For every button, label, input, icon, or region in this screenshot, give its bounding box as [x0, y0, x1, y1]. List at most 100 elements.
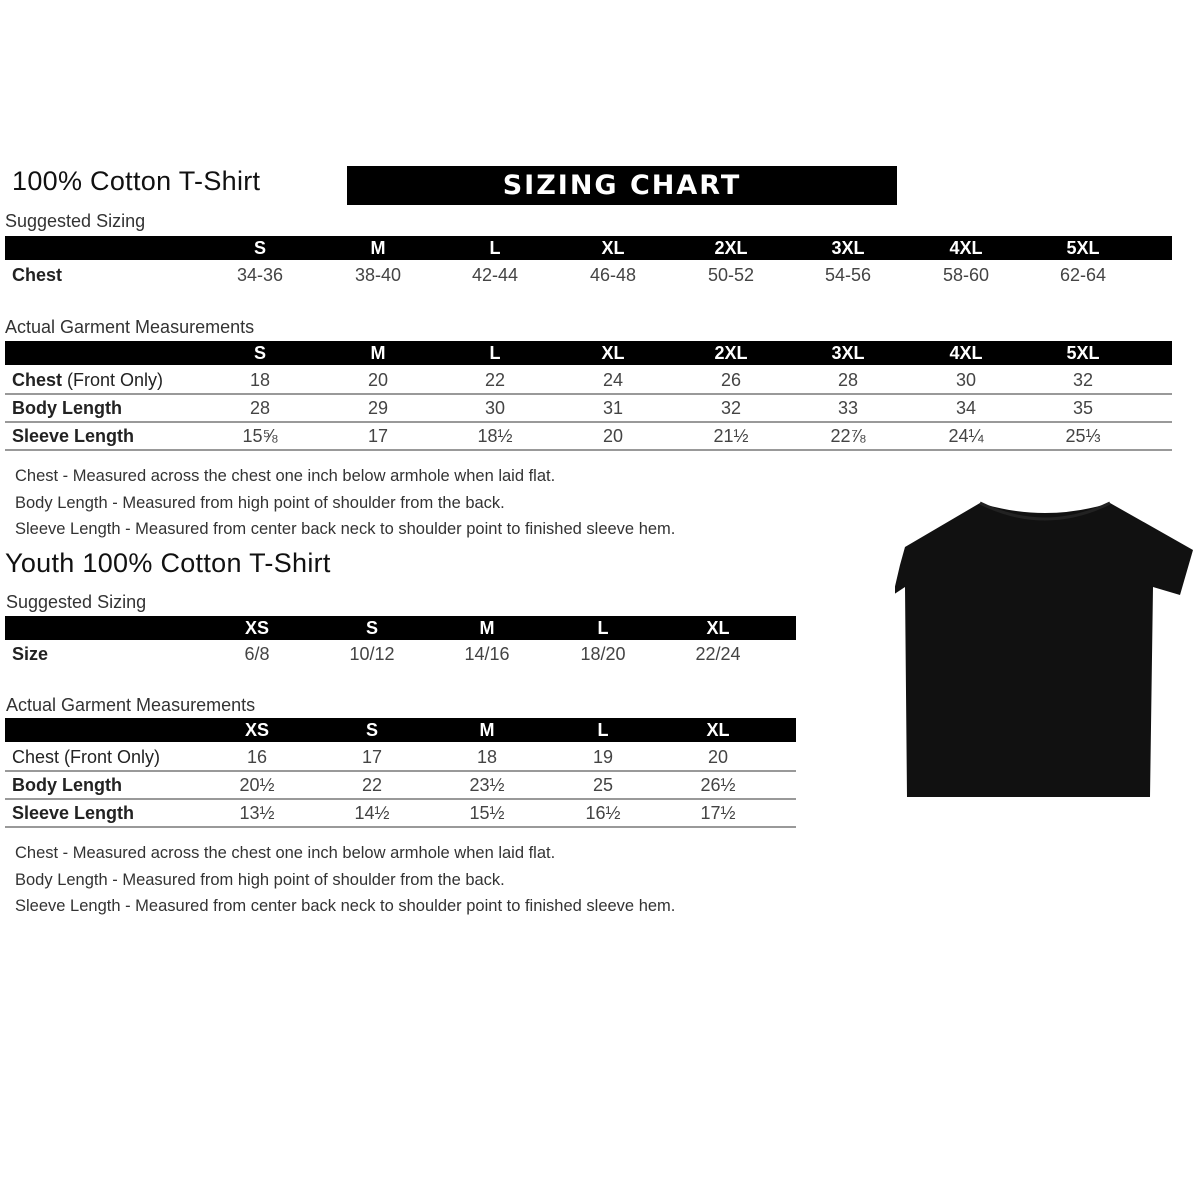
- size-header-cell: L: [597, 720, 609, 740]
- table-cell: 6/8: [244, 644, 270, 664]
- row-label: Chest (Front Only): [12, 366, 163, 394]
- table-row: Size 6/8 10/12 14/16 18/20 22/24: [0, 640, 796, 668]
- row-label-text: Chest (Front Only): [12, 747, 161, 767]
- table-cell: 24: [602, 370, 624, 390]
- size-header-cell: 4XL: [949, 343, 983, 363]
- size-header-cell: XS: [244, 720, 269, 740]
- measurement-note: Chest - Measured across the chest one in…: [15, 844, 556, 862]
- table-cell: 32: [1072, 370, 1094, 390]
- size-header-cell: 3XL: [831, 238, 865, 258]
- row-divider: [5, 826, 796, 828]
- table-cell: 16½: [585, 803, 621, 823]
- size-header-cell: 3XL: [831, 343, 865, 363]
- youth-title: Youth 100% Cotton T-Shirt: [5, 548, 331, 578]
- table-cell: 18: [249, 370, 271, 390]
- table-cell: 28: [837, 370, 859, 390]
- size-header-cell: M: [370, 238, 386, 258]
- adult-title: 100% Cotton T-Shirt: [12, 166, 261, 196]
- table-cell: 17: [367, 426, 389, 446]
- table-cell: 33: [837, 398, 859, 418]
- measurement-note: Sleeve Length - Measured from center bac…: [15, 897, 676, 915]
- size-header-cell: L: [597, 618, 609, 638]
- size-header-cell: XL: [706, 720, 730, 740]
- table-cell: 19: [592, 747, 614, 767]
- table-cell: 22⅞: [830, 426, 866, 446]
- size-header-cell: S: [365, 720, 378, 740]
- size-header-cell: M: [479, 618, 495, 638]
- size-header-cell: XL: [601, 238, 625, 258]
- table-cell: 42-44: [471, 265, 519, 285]
- row-divider: [5, 449, 1172, 451]
- size-header-cell: XL: [706, 618, 730, 638]
- size-header-cell: S: [253, 343, 266, 363]
- measurement-note: Chest - Measured across the chest one in…: [15, 467, 556, 485]
- row-label: Chest: [12, 261, 62, 289]
- table-row: Chest (Front Only) 18 20 22 24 26 28 30 32: [0, 366, 1172, 394]
- measurement-note: Body Length - Measured from high point o…: [15, 870, 505, 889]
- table-cell: 20½: [239, 775, 275, 795]
- row-label: Sleeve Length: [12, 799, 134, 827]
- table-cell: 25: [592, 775, 614, 795]
- table-cell: 22/24: [695, 644, 741, 664]
- size-header-cell: 4XL: [949, 238, 983, 258]
- measurement-note: Sleeve Length - Measured from center bac…: [15, 520, 676, 538]
- size-header-cell: M: [479, 720, 495, 740]
- row-label-text: Body Length: [12, 398, 122, 418]
- table-cell: 14½: [354, 803, 390, 823]
- table-cell: 26: [720, 370, 742, 390]
- size-header-cell: M: [370, 343, 386, 363]
- table-cell: 18/20: [580, 644, 626, 664]
- table-cell: 26½: [700, 775, 736, 795]
- sizing-chart-banner: SIZING CHART: [347, 166, 897, 205]
- row-label-text: Body Length: [12, 775, 122, 795]
- table-cell: 13½: [239, 803, 275, 823]
- row-label: Chest (Front Only): [12, 743, 160, 771]
- table-cell: 15½: [469, 803, 505, 823]
- adult-actual-label: Actual Garment Measurements: [5, 317, 255, 337]
- row-label-sub: (Front Only): [62, 370, 164, 390]
- table-cell: 38-40: [354, 265, 402, 285]
- table-cell: 46-48: [589, 265, 637, 285]
- table-row: Sleeve Length 15⅝ 17 18½ 20 21½ 22⅞ 24¼ 25⅓: [0, 422, 1172, 450]
- size-header-cell: L: [489, 238, 501, 258]
- table-cell: 31: [602, 398, 624, 418]
- table-row: Body Length 20½ 22 23½ 25 26½: [0, 771, 796, 799]
- row-label-text: Sleeve Length: [12, 803, 135, 823]
- table-cell: 18: [476, 747, 498, 767]
- table-cell: 18½: [477, 426, 513, 446]
- size-header-cell: 2XL: [714, 238, 748, 258]
- table-cell: 34-36: [236, 265, 284, 285]
- row-label: Body Length: [12, 771, 122, 799]
- row-label-text: Chest: [12, 370, 63, 390]
- size-header-row: S M L XL 2XL 3XL 4XL 5XL: [5, 236, 1172, 260]
- table-cell: 29: [367, 398, 389, 418]
- table-cell: 30: [955, 370, 977, 390]
- row-label: Body Length: [12, 394, 122, 422]
- size-header-cell: S: [365, 618, 378, 638]
- size-header-cell: 5XL: [1066, 238, 1100, 258]
- table-cell: 14/16: [464, 644, 510, 664]
- size-header-cell: 5XL: [1066, 343, 1100, 363]
- table-row: Body Length 28 29 30 31 32 33 34 35: [0, 394, 1172, 422]
- table-cell: 34: [955, 398, 977, 418]
- table-cell: 17½: [700, 803, 736, 823]
- row-label: Size: [12, 640, 48, 668]
- table-cell: 20: [707, 747, 729, 767]
- table-cell: 62-64: [1059, 265, 1107, 285]
- row-label-text: Sleeve Length: [12, 426, 135, 446]
- table-cell: 23½: [469, 775, 505, 795]
- table-cell: 20: [602, 426, 624, 446]
- table-cell: 25⅓: [1065, 426, 1101, 446]
- row-divider: [5, 770, 796, 772]
- row-divider: [5, 421, 1172, 423]
- row-label: Sleeve Length: [12, 422, 134, 450]
- youth-suggested-label: Suggested Sizing: [6, 592, 147, 612]
- table-cell: 22: [361, 775, 383, 795]
- size-header-cell: L: [489, 343, 501, 363]
- size-header-row: S M L XL 2XL 3XL 4XL 5XL: [5, 341, 1172, 365]
- table-cell: 15⅝: [242, 426, 278, 446]
- adult-suggested-label: Suggested Sizing: [5, 211, 146, 231]
- table-cell: 16: [246, 747, 268, 767]
- table-cell: 30: [484, 398, 506, 418]
